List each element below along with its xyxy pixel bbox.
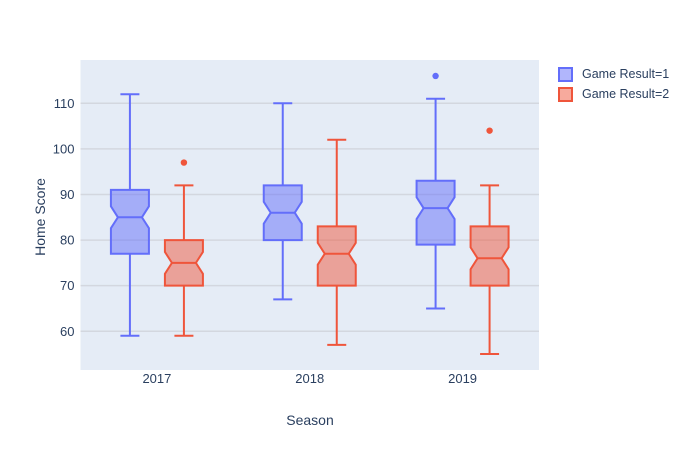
box-2017-game-result-1[interactable] [109, 93, 150, 337]
legend-label-game-result-2: Game Result=2 [582, 87, 670, 101]
y-axis-title: Home Score [32, 178, 48, 256]
legend-swatch-blue [558, 66, 573, 82]
outlier-point[interactable] [180, 159, 188, 166]
notched-box[interactable] [109, 188, 150, 255]
notched-box[interactable] [316, 225, 357, 287]
y-tick-label: 70 [60, 278, 74, 293]
notched-box[interactable] [469, 225, 510, 287]
x-tick-label-2018: 2018 [295, 371, 324, 386]
notched-box[interactable] [415, 179, 456, 246]
box-2018-game-result-1[interactable] [262, 102, 303, 301]
legend-item-game-result-2[interactable]: Game Result=2 [558, 84, 669, 104]
outlier-point[interactable] [432, 72, 439, 80]
y-tick-label: 110 [54, 96, 75, 111]
legend-item-game-result-1[interactable]: Game Result=1 [558, 64, 669, 84]
x-tick-label-2019: 2019 [448, 371, 477, 386]
y-tick-label: 60 [60, 324, 74, 339]
box-2017-game-result-2[interactable] [163, 159, 204, 337]
plot-area[interactable] [80, 60, 540, 370]
y-tick-label: 80 [60, 233, 74, 248]
y-tick-label: 100 [53, 141, 75, 156]
outlier-point[interactable] [486, 127, 493, 134]
x-axis-title: Season [286, 412, 334, 428]
box-2019-game-result-2[interactable] [469, 127, 510, 356]
box-2019-game-result-1[interactable] [415, 72, 456, 310]
legend: Game Result=1 Game Result=2 [558, 64, 669, 104]
legend-label-game-result-1: Game Result=1 [582, 67, 670, 81]
x-tick-label-2017: 2017 [142, 371, 171, 386]
y-tick-label: 90 [60, 187, 74, 202]
box-2018-game-result-2[interactable] [316, 138, 357, 346]
legend-swatch-red [558, 86, 573, 102]
